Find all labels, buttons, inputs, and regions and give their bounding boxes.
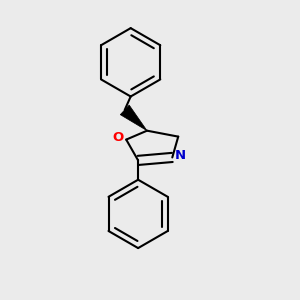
Text: O: O [112,131,124,144]
Text: N: N [175,149,186,162]
Polygon shape [120,105,147,131]
